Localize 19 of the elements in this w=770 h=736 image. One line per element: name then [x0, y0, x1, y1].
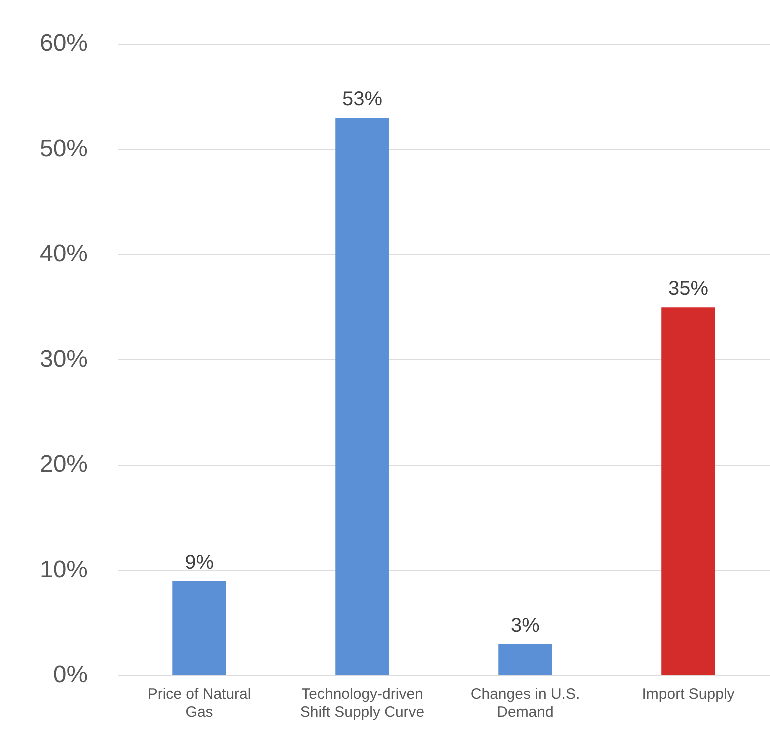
y-tick-label: 30%	[40, 346, 88, 373]
y-tick-label: 60%	[40, 30, 88, 58]
x-tick-label: Changes in U.S. Demand	[470, 686, 580, 722]
data-label: 3%	[511, 614, 540, 637]
y-tick-label: 50%	[40, 135, 88, 162]
bar	[336, 118, 390, 676]
data-label: 9%	[185, 552, 214, 574]
y-tick-label: 40%	[40, 240, 88, 268]
bar	[172, 581, 226, 676]
x-tick-label: Technology-driven Shift Supply Curve	[300, 686, 425, 722]
y-tick-label: 0%	[53, 662, 88, 689]
y-tick-label: 10%	[40, 556, 88, 584]
x-tick-label: Price of Natural Gas	[148, 686, 252, 722]
data-label: 35%	[668, 278, 709, 300]
bar	[498, 644, 552, 676]
data-label: 53%	[342, 88, 383, 111]
bar	[662, 308, 716, 676]
y-tick-label: 20%	[40, 451, 88, 478]
x-tick-label: Import Supply	[642, 686, 736, 704]
